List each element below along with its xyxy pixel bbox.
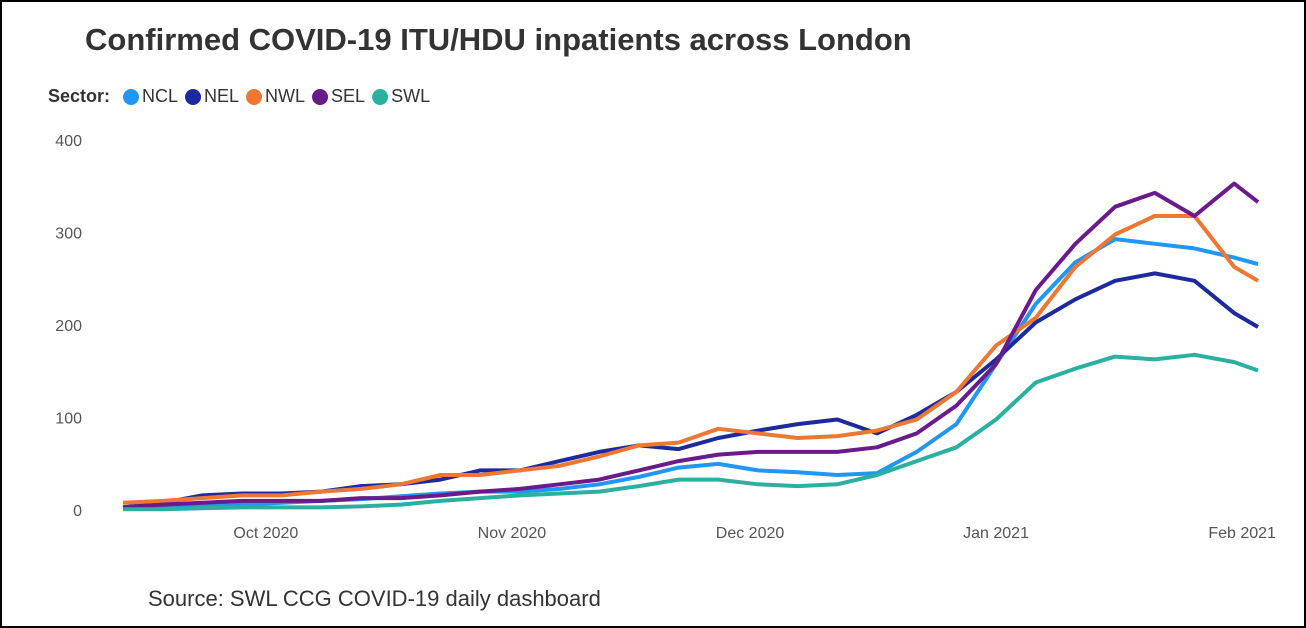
chart-title: Confirmed COVID-19 ITU/HDU inpatients ac…	[85, 22, 912, 57]
x-tick-label: Oct 2020	[233, 525, 298, 542]
legend-label: NWL	[265, 86, 305, 106]
x-tick-label: Dec 2020	[716, 525, 785, 542]
legend-label: NEL	[204, 86, 239, 106]
source: Source: SWL CCG COVID-19 daily dashboard	[148, 586, 601, 611]
x-tick-label: Feb 2021	[1208, 525, 1276, 542]
y-tick-label: 0	[73, 503, 82, 520]
legend-marker	[123, 89, 140, 105]
y-tick-label: 100	[55, 411, 82, 428]
legend-label: SWL	[391, 86, 430, 106]
legend-label: SEL	[331, 86, 365, 106]
legend-label: NCL	[142, 86, 178, 106]
x-tick-label: Nov 2020	[478, 525, 547, 542]
legend-marker	[312, 89, 329, 105]
legend-title: Sector:	[48, 86, 110, 106]
x-tick-label: Jan 2021	[963, 525, 1029, 542]
legend-marker	[372, 89, 389, 105]
y-tick-label: 300	[55, 226, 82, 243]
legend-marker	[185, 89, 202, 105]
line	[122, 181, 1260, 510]
line	[123, 352, 1259, 512]
y-tick-label: 200	[55, 318, 82, 335]
y-tick-label: 400	[55, 133, 82, 150]
line	[122, 214, 1260, 505]
legend-marker	[246, 89, 263, 105]
